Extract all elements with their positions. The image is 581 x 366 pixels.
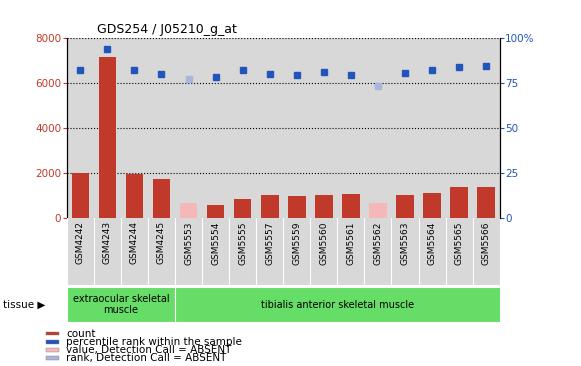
Text: GSM5563: GSM5563 bbox=[400, 221, 410, 265]
Bar bbox=[478, 187, 495, 218]
Text: GSM5562: GSM5562 bbox=[374, 221, 382, 265]
Text: GSM5561: GSM5561 bbox=[346, 221, 356, 265]
Text: GSM5566: GSM5566 bbox=[482, 221, 490, 265]
Text: GSM5559: GSM5559 bbox=[292, 221, 302, 265]
Bar bbox=[180, 203, 198, 218]
Text: rank, Detection Call = ABSENT: rank, Detection Call = ABSENT bbox=[66, 353, 227, 363]
Bar bbox=[234, 199, 252, 218]
Text: GSM5565: GSM5565 bbox=[454, 221, 464, 265]
Bar bbox=[261, 195, 278, 218]
Text: tissue ▶: tissue ▶ bbox=[3, 300, 45, 310]
Bar bbox=[153, 179, 170, 218]
Bar bbox=[369, 202, 387, 218]
Bar bbox=[71, 173, 89, 218]
Text: GSM4243: GSM4243 bbox=[103, 221, 112, 264]
Text: GSM5554: GSM5554 bbox=[211, 221, 220, 265]
Text: GSM5557: GSM5557 bbox=[265, 221, 274, 265]
Text: GSM4242: GSM4242 bbox=[76, 221, 85, 264]
Bar bbox=[288, 196, 306, 218]
Text: GSM5560: GSM5560 bbox=[320, 221, 328, 265]
Text: percentile rank within the sample: percentile rank within the sample bbox=[66, 337, 242, 347]
Text: GDS254 / J05210_g_at: GDS254 / J05210_g_at bbox=[97, 23, 237, 36]
Text: GSM5564: GSM5564 bbox=[428, 221, 436, 265]
Bar bbox=[450, 187, 468, 218]
Bar bbox=[67, 287, 175, 322]
Bar bbox=[396, 195, 414, 218]
Bar bbox=[342, 194, 360, 218]
Bar bbox=[207, 205, 224, 218]
Bar bbox=[125, 174, 144, 218]
Bar bbox=[46, 348, 59, 352]
Text: count: count bbox=[66, 329, 96, 339]
Bar bbox=[46, 356, 59, 360]
Text: GSM5555: GSM5555 bbox=[238, 221, 247, 265]
Text: GSM5553: GSM5553 bbox=[184, 221, 193, 265]
Bar bbox=[99, 57, 116, 218]
Bar bbox=[46, 340, 59, 344]
Bar bbox=[46, 332, 59, 335]
Text: GSM4244: GSM4244 bbox=[130, 221, 139, 264]
Bar bbox=[175, 287, 500, 322]
Bar bbox=[315, 195, 332, 218]
Bar bbox=[423, 193, 441, 218]
Text: GSM4245: GSM4245 bbox=[157, 221, 166, 264]
Text: value, Detection Call = ABSENT: value, Detection Call = ABSENT bbox=[66, 345, 232, 355]
Text: extraocular skeletal
muscle: extraocular skeletal muscle bbox=[73, 294, 169, 315]
Text: tibialis anterior skeletal muscle: tibialis anterior skeletal muscle bbox=[261, 300, 414, 310]
